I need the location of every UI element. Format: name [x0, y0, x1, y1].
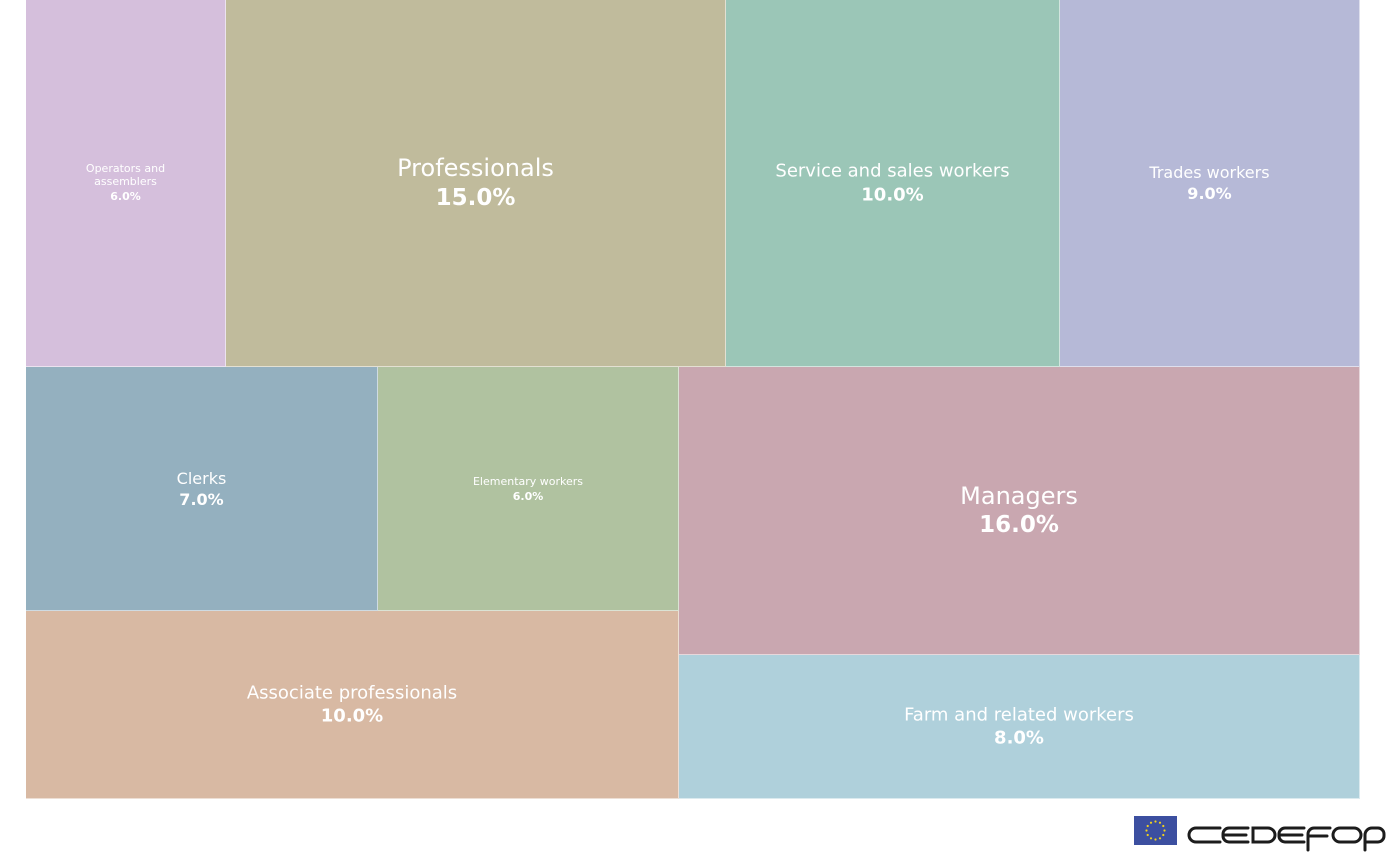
eu-star	[1146, 824, 1149, 828]
cedefop-logo	[1134, 816, 1386, 856]
tile-text: Elementary workers 6.0%	[473, 474, 583, 502]
eu-star	[1154, 820, 1157, 823]
tile-value-label: 6.0%	[110, 190, 141, 204]
treemap-tile-clerks: Clerks 7.0%	[26, 367, 378, 611]
tile-label: Clerks	[176, 468, 227, 488]
tile-text: Service and sales workers 10.0%	[775, 160, 1009, 205]
tile-value-label: 7.0%	[179, 489, 224, 509]
tile-value-label: 8.0%	[994, 727, 1044, 749]
tile-text: Managers 16.0%	[960, 481, 1078, 539]
treemap-tile-associate-professionals: Associate professionals 10.0%	[26, 611, 679, 799]
treemap-tile-managers: Managers 16.0%	[679, 367, 1360, 655]
treemap-tile-operators-and-assemblers: Operators and assemblers 6.0%	[26, 0, 226, 367]
eu-star	[1145, 829, 1148, 832]
treemap-tile-elementary-workers: Elementary workers 6.0%	[378, 367, 679, 611]
tile-text: Clerks 7.0%	[177, 468, 227, 508]
tile-value-label: 10.0%	[861, 184, 924, 205]
treemap-tile-farm-and-related-workers: Farm and related workers 8.0%	[679, 655, 1360, 799]
treemap-tile-professionals: Professionals 15.0%	[226, 0, 726, 367]
tile-label: Trades workers	[1149, 162, 1270, 182]
eu-star	[1162, 833, 1165, 837]
tile-text: Operators and assemblers 6.0%	[86, 162, 166, 204]
tile-text: Farm and related workers 8.0%	[904, 704, 1134, 749]
tile-value-label: 6.0%	[512, 489, 544, 503]
eu-star	[1158, 837, 1162, 840]
tile-text: Professionals 15.0%	[397, 154, 554, 212]
eu-star	[1146, 833, 1149, 837]
tile-value-label: 16.0%	[979, 512, 1059, 539]
tile-label: Professionals	[397, 153, 554, 182]
tile-value-label: 10.0%	[320, 705, 384, 727]
eu-flag-icon	[1134, 816, 1177, 845]
tile-label: Service and sales workers	[775, 160, 1010, 182]
eu-star	[1149, 821, 1153, 824]
eu-star	[1154, 838, 1157, 841]
treemap-tile-service-and-sales-workers: Service and sales workers 10.0%	[726, 0, 1060, 367]
tile-text: Associate professionals 10.0%	[247, 682, 457, 727]
eu-star	[1163, 829, 1166, 832]
eu-star	[1149, 837, 1153, 840]
eu-stars	[1145, 820, 1166, 841]
tile-label: Elementary workers	[472, 474, 584, 488]
tile-label: Associate professionals	[246, 681, 458, 703]
cedefop-logo-graphic	[1134, 816, 1386, 852]
treemap-tile-trades-workers: Trades workers 9.0%	[1060, 0, 1360, 367]
tile-label: Farm and related workers	[904, 703, 1134, 725]
eu-star	[1162, 824, 1165, 828]
tile-label: Operators and assemblers	[85, 162, 166, 189]
tile-value-label: 9.0%	[1187, 184, 1232, 203]
tile-label: Managers	[960, 481, 1078, 510]
tile-value-label: 15.0%	[435, 184, 516, 211]
eu-star	[1158, 821, 1162, 824]
cedefop-wordmark	[1187, 826, 1386, 852]
tile-text: Trades workers 9.0%	[1149, 163, 1269, 203]
